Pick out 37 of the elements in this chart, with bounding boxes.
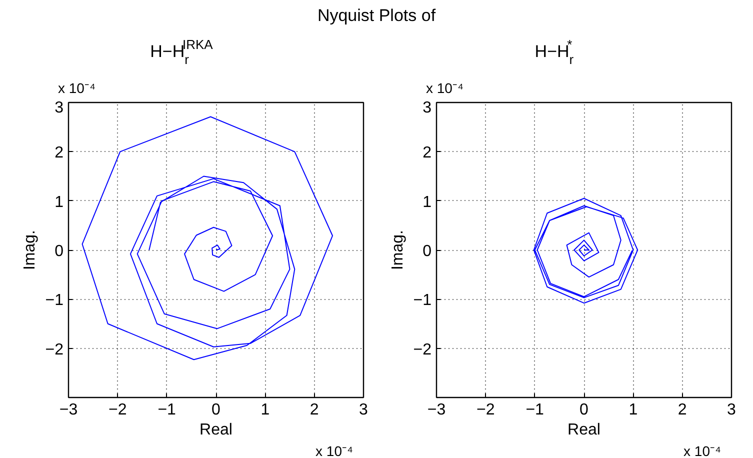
- y-tick-label: 2: [54, 144, 64, 162]
- x-axis-title: Real: [200, 422, 232, 438]
- x-tick-label: 3: [727, 402, 736, 418]
- y-tick-label: 0: [422, 243, 432, 260]
- x-tick-label: 0: [580, 402, 589, 418]
- x-tick-label: −1: [158, 402, 176, 418]
- text: x 10⁻⁴: [425, 79, 464, 98]
- x-tick-label: 0: [212, 402, 221, 418]
- y-tick-label: −1: [413, 292, 432, 310]
- y-tick-label: −2: [45, 341, 64, 358]
- y-tick-label: −1: [45, 292, 64, 310]
- x-tick-label: −1: [526, 402, 544, 418]
- y-tick-label: −2: [413, 341, 432, 358]
- line-series: [82, 116, 334, 360]
- y-tick-label: 1: [54, 194, 64, 211]
- x-axis-title: Real: [568, 422, 600, 438]
- x-tick-label: −2: [108, 402, 127, 418]
- x-tick-label: −3: [427, 402, 446, 418]
- y-tick-label: 2: [422, 144, 432, 162]
- text: x 10⁻⁴: [682, 442, 721, 458]
- y-axis-title: Imag.: [389, 230, 406, 270]
- x-tick-label: 3: [359, 402, 368, 418]
- x-tick-label: −2: [476, 402, 495, 418]
- text: x 10⁻⁴: [314, 442, 353, 458]
- y-axis-title: Imag.: [21, 230, 38, 270]
- x-tick-label: 2: [678, 402, 687, 418]
- x-tick-label: −3: [59, 402, 78, 418]
- x-tick-label: 1: [260, 402, 270, 418]
- y-tick-label: 3: [54, 100, 64, 116]
- text: x 10⁻⁴: [57, 79, 96, 98]
- x-tick-label: 2: [310, 402, 319, 418]
- chart-title: Nyquist Plots of: [316, 5, 437, 27]
- x-tick-label: 1: [628, 402, 638, 418]
- y-tick-label: 0: [54, 243, 64, 260]
- y-tick-label: 3: [422, 100, 432, 116]
- line-series: [533, 198, 638, 304]
- y-tick-label: 1: [422, 194, 432, 211]
